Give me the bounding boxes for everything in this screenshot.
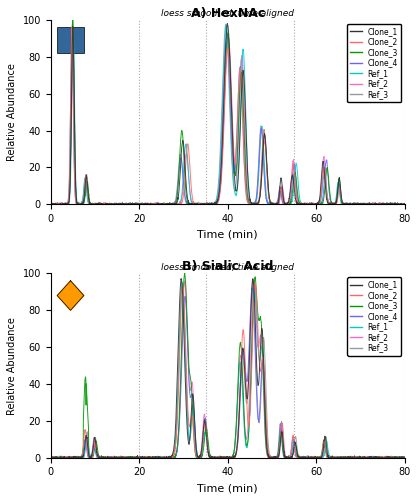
- Legend: Clone_1, Clone_2, Clone_3, Clone_4, Ref_1, Ref_2, Ref_3: Clone_1, Clone_2, Clone_3, Clone_4, Ref_…: [347, 277, 401, 355]
- Legend: Clone_1, Clone_2, Clone_3, Clone_4, Ref_1, Ref_2, Ref_3: Clone_1, Clone_2, Clone_3, Clone_4, Ref_…: [347, 24, 401, 102]
- Text: loess smoothed, time aligned: loess smoothed, time aligned: [161, 9, 294, 18]
- Title: B) Sialic Acid: B) Sialic Acid: [182, 260, 273, 274]
- Text: loess smoothed, time aligned: loess smoothed, time aligned: [161, 262, 294, 272]
- Title: A) HexNAc: A) HexNAc: [191, 7, 265, 20]
- Y-axis label: Relative Abundance: Relative Abundance: [7, 316, 17, 414]
- FancyBboxPatch shape: [57, 28, 84, 53]
- Y-axis label: Relative Abundance: Relative Abundance: [7, 63, 17, 161]
- Polygon shape: [57, 281, 84, 310]
- X-axis label: Time (min): Time (min): [197, 230, 258, 239]
- X-axis label: Time (min): Time (min): [197, 483, 258, 493]
